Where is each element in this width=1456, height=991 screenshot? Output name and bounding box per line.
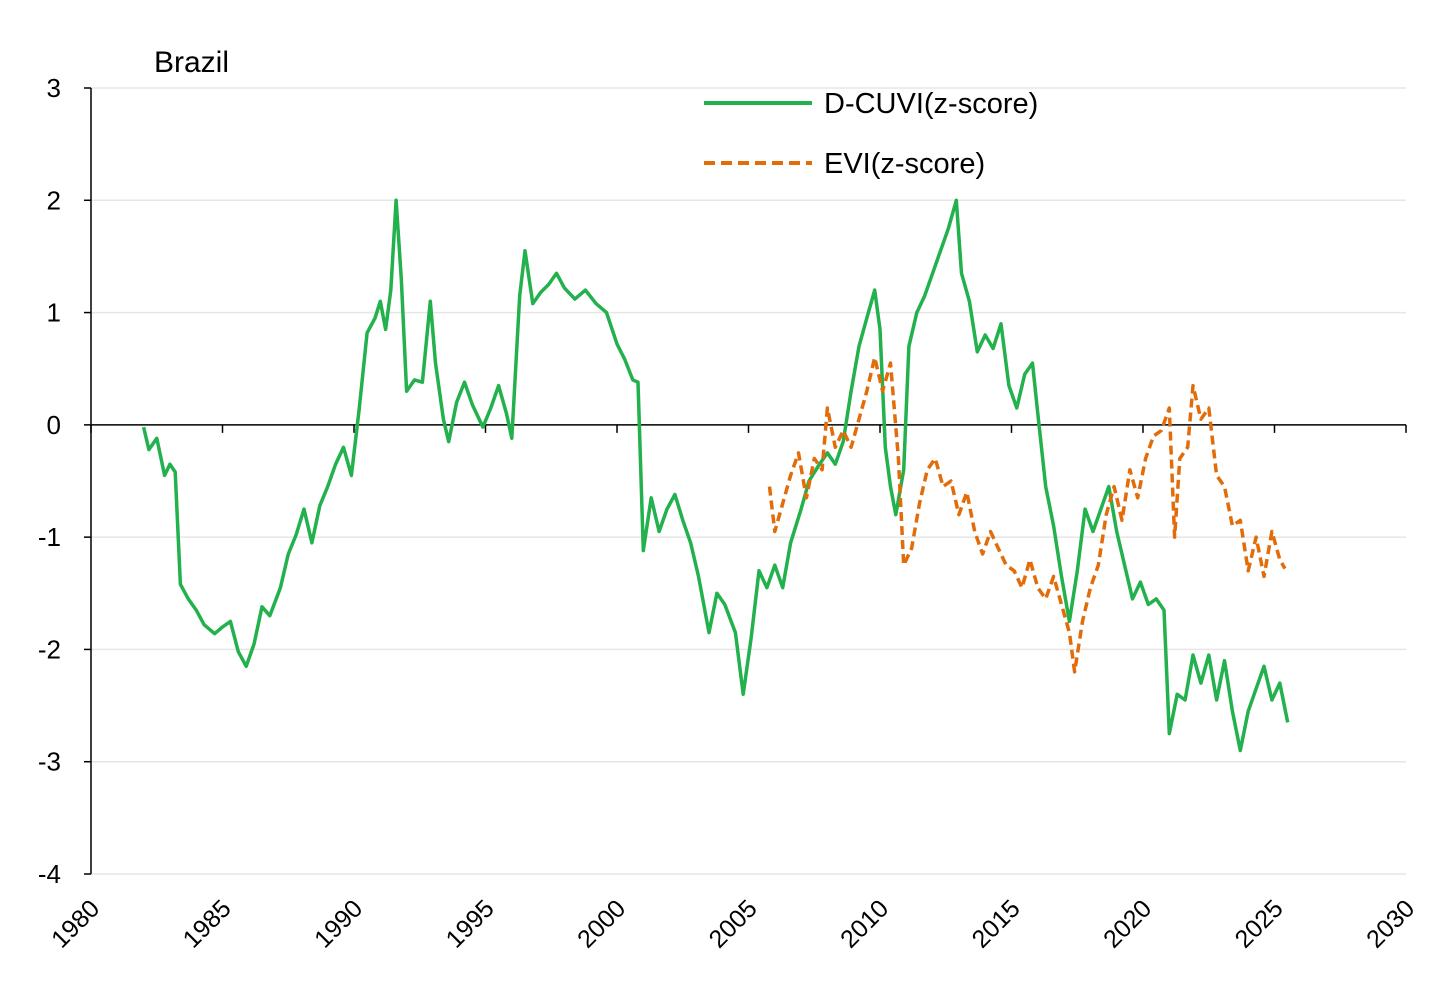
chart-title: Brazil (154, 46, 229, 79)
legend-label-evi: EVI(z-score) (824, 148, 985, 180)
legend-label-d-cuvi: D-CUVI(z-score) (824, 88, 1038, 120)
y-tick-label: 3 (47, 73, 61, 103)
legend: D-CUVI(z-score) EVI(z-score) (704, 88, 1038, 180)
y-tick-label: 0 (47, 410, 61, 440)
y-axis-ticks: 3 2 1 0 -1 -2 -3 -4 (38, 73, 91, 889)
series-line-evi (767, 355, 1287, 674)
y-tick-label: -2 (38, 634, 61, 664)
series-line-d-cuvi (141, 198, 1290, 753)
y-tick-label: -3 (38, 747, 61, 777)
y-tick-label: -1 (38, 522, 61, 552)
y-tick-label: -4 (38, 859, 61, 889)
series-lines (141, 198, 1290, 753)
y-tick-label: 1 (47, 298, 61, 328)
y-tick-label: 2 (47, 185, 61, 215)
